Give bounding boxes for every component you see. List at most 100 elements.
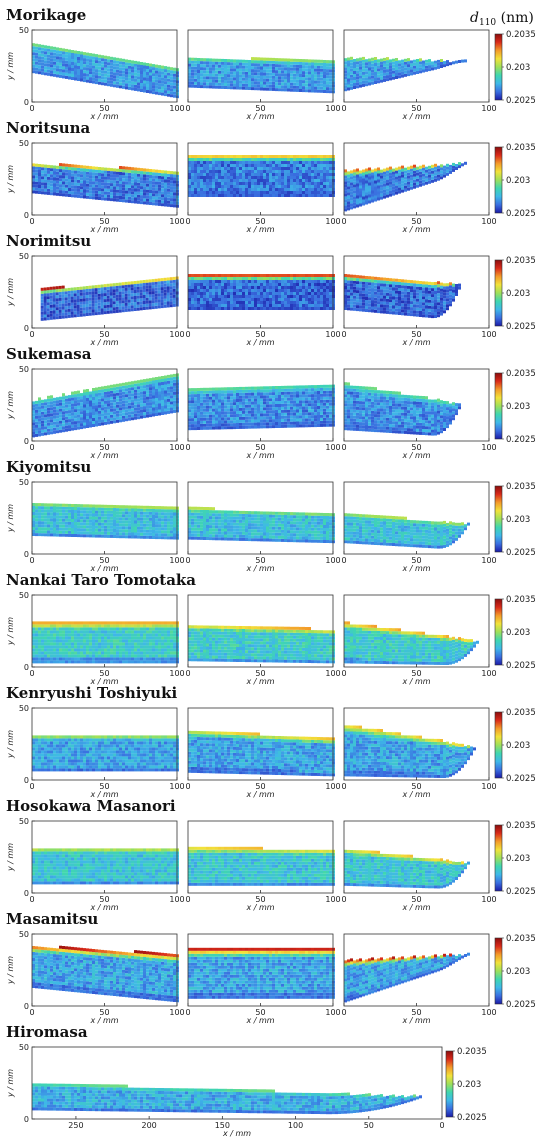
heatmap-cell xyxy=(43,287,47,291)
heatmap-cell xyxy=(125,187,128,191)
heatmap-cell xyxy=(377,179,380,183)
heatmap-cell xyxy=(320,83,323,87)
heatmap-cell xyxy=(227,185,230,188)
heatmap-cell xyxy=(49,289,53,293)
heatmap-cell xyxy=(215,286,218,289)
heatmap-cell xyxy=(371,175,374,179)
heatmap-cell xyxy=(227,298,230,301)
heatmap-cell xyxy=(56,430,59,434)
heatmap-cell xyxy=(32,169,35,173)
heatmap-cell xyxy=(137,416,140,420)
heatmap-cell xyxy=(242,283,245,286)
heatmap-cell xyxy=(245,283,248,286)
heatmap-cell xyxy=(80,183,83,187)
heatmap-cell xyxy=(281,301,284,304)
heatmap-cell xyxy=(290,280,293,283)
heatmap-cell xyxy=(152,70,155,74)
heatmap-cell xyxy=(46,305,50,309)
heatmap-cell xyxy=(359,176,362,180)
heatmap-cell xyxy=(251,60,254,64)
heatmap-cell xyxy=(188,289,191,292)
heatmap-cell xyxy=(275,161,278,164)
heatmap-cell xyxy=(80,411,83,415)
heatmap-cell xyxy=(103,293,107,297)
heatmap-cell xyxy=(151,303,155,307)
heatmap-cell xyxy=(383,189,386,193)
heatmap-cell xyxy=(368,182,371,186)
heatmap-cell xyxy=(296,286,299,289)
heatmap-cell xyxy=(344,73,347,77)
heatmap-cell xyxy=(124,302,128,306)
heatmap-cell xyxy=(56,62,59,66)
heatmap-cell xyxy=(137,82,140,86)
heatmap-cell xyxy=(413,173,416,177)
heatmap-cell xyxy=(392,186,395,190)
x-axis-label: x / mm xyxy=(401,338,430,347)
heatmap-cell xyxy=(305,179,308,182)
heatmap-cell xyxy=(83,422,86,426)
heatmap-cell xyxy=(206,167,209,170)
heatmap-cell xyxy=(266,182,269,185)
heatmap-cell xyxy=(380,79,383,83)
heatmap-cell xyxy=(128,71,131,75)
heatmap-cell xyxy=(215,161,218,164)
heatmap-cell xyxy=(305,62,308,66)
heatmap-cell xyxy=(137,64,140,68)
heatmap-cell xyxy=(110,390,113,394)
heatmap-cell xyxy=(80,177,83,181)
heatmap-cell xyxy=(191,84,194,88)
heatmap-cell xyxy=(89,412,92,416)
heatmap-cell xyxy=(221,76,224,80)
heatmap-cell xyxy=(299,77,302,80)
heatmap-cell xyxy=(143,385,146,389)
heatmap-cell xyxy=(416,304,419,308)
heatmap-cell xyxy=(110,405,113,409)
heatmap-cell xyxy=(122,406,125,410)
heatmap-cell xyxy=(422,176,425,180)
heatmap-cell xyxy=(86,398,89,401)
heatmap-cell xyxy=(80,423,83,427)
heatmap-cell xyxy=(428,65,431,69)
heatmap-cell xyxy=(85,301,89,304)
heatmap-cell xyxy=(200,158,203,161)
heatmap-cell xyxy=(89,59,92,63)
heatmap-cell xyxy=(100,296,104,300)
heatmap-cell xyxy=(200,61,203,65)
heatmap-cell xyxy=(422,305,425,309)
heatmap-cell xyxy=(245,164,248,167)
heatmap-cell xyxy=(371,172,374,176)
heatmap-cell xyxy=(41,62,44,66)
heatmap-cell xyxy=(347,66,350,70)
heatmap-cell xyxy=(278,286,281,289)
heatmap-cell xyxy=(284,79,287,83)
heatmap-cell xyxy=(163,283,167,287)
heatmap-cell xyxy=(419,171,422,175)
heatmap-cell xyxy=(58,291,62,295)
heatmap-cell xyxy=(398,178,401,182)
heatmap-cell xyxy=(314,179,317,182)
heatmap-cell xyxy=(158,184,161,188)
heatmap-cell xyxy=(218,277,221,280)
heatmap-cell xyxy=(224,59,227,62)
heatmap-cell xyxy=(122,187,125,191)
heatmap-cell xyxy=(130,290,134,294)
heatmap-cell xyxy=(95,75,98,79)
heatmap-cell xyxy=(278,58,281,62)
heatmap-cell xyxy=(419,281,422,284)
heatmap-cell xyxy=(56,168,59,172)
heatmap-cell xyxy=(299,65,302,68)
heatmap-cell xyxy=(224,307,227,310)
heatmap-cell xyxy=(290,182,293,185)
heatmap-cell xyxy=(290,58,293,62)
heatmap-cell xyxy=(65,66,68,70)
heatmap-cell xyxy=(161,185,164,189)
heatmap-cell xyxy=(326,75,329,79)
heatmap-cell xyxy=(44,69,47,73)
heatmap-cell xyxy=(71,400,74,404)
heatmap-cell xyxy=(176,71,179,75)
heatmap-cell xyxy=(383,171,386,175)
heatmap-cell xyxy=(323,155,326,158)
heatmap-cell xyxy=(194,170,197,173)
heatmap-cell xyxy=(94,306,98,310)
